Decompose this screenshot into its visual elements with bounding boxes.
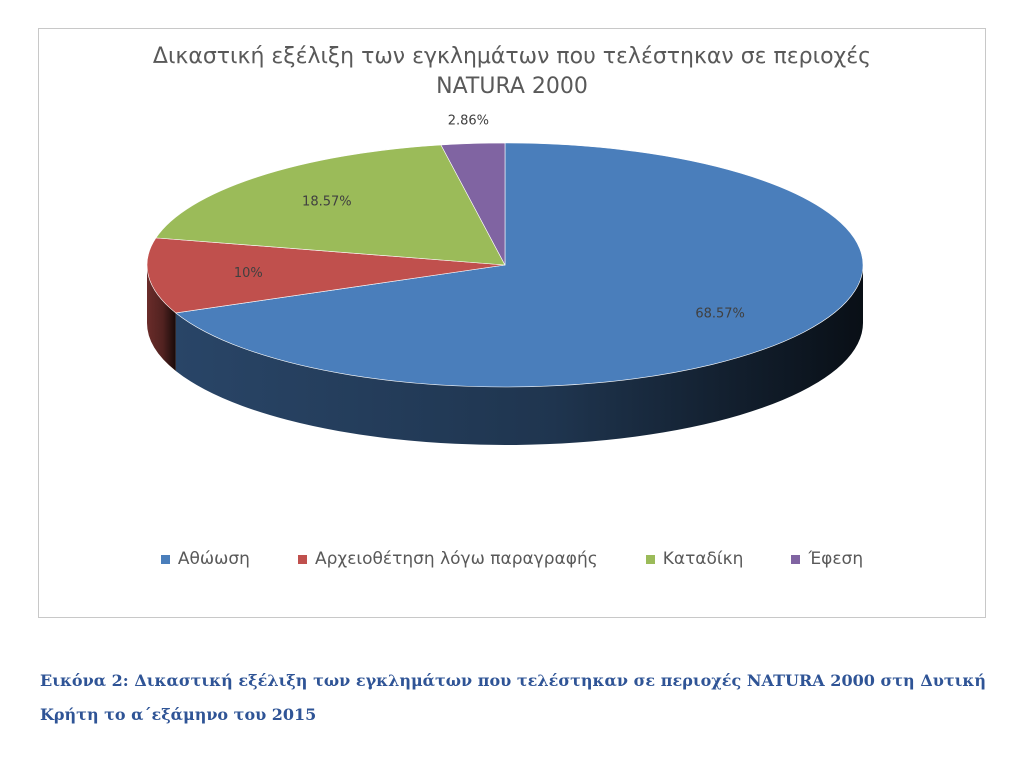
chart-title: Δικαστική εξέλιξη των εγκλημάτων που τελ… [39,42,985,102]
pie-side-1 [147,265,176,371]
legend-label-2: Καταδίκη [662,549,744,569]
data-label-0: 68.57% [695,306,745,321]
data-label-1: 10% [234,266,263,281]
figure-caption: Εικόνα 2: Δικαστική εξέλιξη των εγκλημάτ… [40,671,986,724]
chart-title-line-1: Δικαστική εξέλιξη των εγκλημάτων που τελ… [152,44,872,69]
chart-frame: Δικαστική εξέλιξη των εγκλημάτων που τελ… [38,28,986,618]
pie-side-0 [175,265,864,445]
legend-swatch-2 [645,554,655,564]
data-label-2: 18.57% [302,195,352,210]
legend-label-3: Έφεση [808,549,864,569]
legend-item-3: Έφεση [791,549,863,569]
legend-item-2: Καταδίκη [645,549,744,569]
legend-label-0: Αθώωση [177,549,250,569]
legend: Αθώωση Αρχειοθέτηση λόγω παραγραφής Καταδί… [39,549,985,569]
legend-swatch-1 [297,554,307,564]
legend-swatch-0 [160,554,170,564]
legend-item-1: Αρχειοθέτηση λόγω παραγραφής [297,549,598,569]
legend-label-1: Αρχειοθέτηση λόγω παραγραφής [314,549,598,569]
legend-swatch-3 [791,554,801,564]
pie-slice-2 [155,144,506,266]
chart-title-line-2: NATURA 2000 [436,74,588,99]
pie-chart: 68.57% 10% 18.57% 2.86% [146,113,864,445]
legend-item-0: Αθώωση [160,549,250,569]
pie-slice-0 [175,142,864,388]
pie-slice-3 [440,142,506,266]
data-label-3: 2.86% [448,113,489,128]
pie-slice-1 [146,237,506,314]
